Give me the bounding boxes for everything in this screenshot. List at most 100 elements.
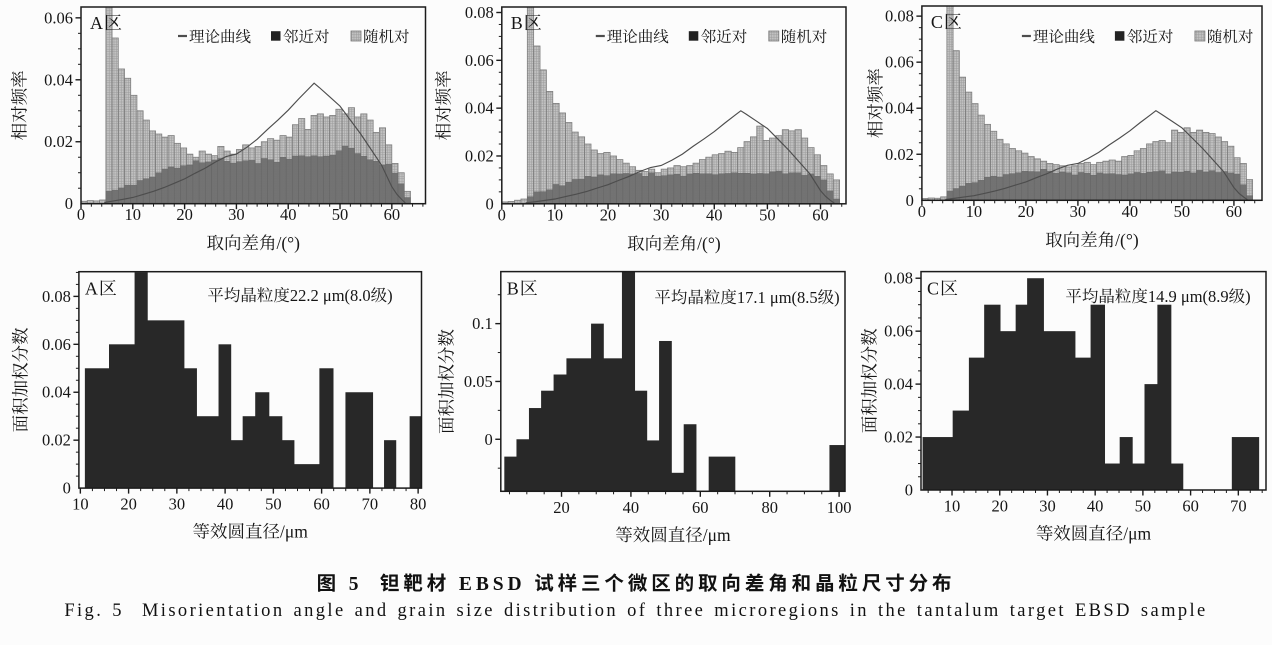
x-tick-label: 80	[410, 495, 427, 514]
bar	[659, 340, 672, 492]
series-邻近对-mis-A	[105, 145, 411, 204]
y-tick-label: 0	[485, 430, 493, 449]
bar	[782, 173, 789, 204]
plot-area-mis-C	[921, 6, 1254, 201]
bar	[1102, 173, 1110, 201]
y-tick-label: 0.08	[884, 269, 913, 288]
bar	[654, 175, 662, 204]
bar	[552, 184, 560, 204]
bar	[533, 45, 541, 204]
x-tick-label: 50	[759, 205, 776, 224]
bar	[977, 180, 985, 201]
theory-curve	[104, 82, 406, 204]
bar	[192, 160, 200, 204]
ticks-gs-C	[915, 277, 1263, 496]
panel-gs-B: 20 40 60 80 100 0 0.05 0.1 等效圆直径/μm 面积加权分数 B区 平均晶粒度…	[434, 270, 851, 547]
bar	[711, 174, 719, 204]
bar	[762, 173, 770, 204]
x-tick-label: 70	[362, 495, 379, 514]
x-tick-label: 20	[176, 205, 193, 224]
bar	[516, 439, 530, 492]
series-面积加权分数-gs-B	[504, 271, 845, 492]
bar	[147, 320, 185, 489]
bar	[1152, 171, 1160, 201]
bar	[671, 472, 685, 492]
bar	[984, 177, 991, 201]
x-tick-label: 60	[1226, 202, 1243, 221]
bar	[1115, 174, 1122, 201]
x-axis-title: 等效圆直径/μm	[1036, 521, 1152, 546]
x-tick-label: 10	[125, 205, 142, 224]
mean-grain-size-annotation: 平均晶粒度22.2 μm(8.0级)	[207, 282, 392, 306]
bar	[731, 172, 738, 204]
bar	[1133, 172, 1141, 201]
bar	[699, 173, 706, 204]
bar	[111, 189, 119, 204]
bar	[186, 164, 194, 204]
bar	[1246, 195, 1253, 201]
bar	[504, 456, 518, 492]
region-label: B区	[511, 9, 543, 35]
bar	[641, 176, 649, 204]
y-tick-label: 0	[905, 481, 913, 500]
bar	[590, 176, 598, 204]
bar	[1214, 172, 1222, 201]
bar	[539, 191, 547, 204]
bar	[360, 156, 368, 204]
bar	[124, 184, 131, 204]
x-tick-label: 30	[1039, 497, 1056, 516]
bar	[775, 170, 783, 204]
bar	[1108, 173, 1116, 201]
legend-random-label: 随机对	[363, 25, 410, 47]
bar	[597, 174, 604, 204]
legend-neighbor-label: 邻近对	[283, 25, 330, 47]
bar	[1165, 173, 1172, 201]
y-tick-label: 0.1	[472, 314, 493, 333]
x-tick-label: 20	[991, 497, 1008, 516]
bar	[292, 155, 299, 204]
bar	[1183, 170, 1191, 201]
y-tick-label: 0.08	[885, 7, 914, 26]
legend-curve-label: 理论曲线	[607, 25, 670, 47]
bar	[526, 7, 535, 204]
bar	[578, 178, 585, 204]
bar	[750, 173, 757, 204]
x-tick-label: 60	[313, 495, 330, 514]
bar	[591, 323, 604, 492]
y-tick-label: 0.05	[464, 372, 493, 391]
legend-neighbor-swatch	[1114, 31, 1125, 41]
bar	[705, 173, 713, 204]
bar	[1202, 171, 1210, 201]
bar	[922, 437, 954, 490]
panel-mis-B: 0 10 20 30 40 50 60 0 0.02 0.04 0.06 0.08 取向差角/(°) 相对…	[431, 3, 847, 255]
bar	[692, 172, 700, 204]
bar	[1208, 170, 1216, 201]
theory-curve	[945, 109, 1248, 201]
bar	[1077, 172, 1085, 201]
x-tick-label: 50	[1174, 202, 1191, 221]
bar	[999, 331, 1017, 490]
bar	[1233, 173, 1241, 201]
bar	[348, 148, 355, 204]
bar	[1083, 172, 1091, 201]
axes-frame	[501, 6, 847, 205]
bar	[756, 173, 764, 204]
bar	[990, 175, 997, 201]
y-tick-label: 0.02	[885, 145, 914, 164]
legend-curve-label: 理论曲线	[189, 25, 252, 47]
plot-area-gs-A	[84, 272, 422, 489]
region-label: B区	[507, 275, 539, 301]
bar	[946, 6, 954, 201]
bar	[794, 172, 802, 204]
bar	[634, 390, 648, 492]
bar	[255, 392, 270, 489]
legend-neighbor-label: 邻近对	[1127, 25, 1174, 47]
legend-neighbor-swatch	[271, 31, 281, 41]
bar	[354, 153, 361, 204]
bar	[743, 172, 751, 204]
bar	[196, 416, 220, 489]
plot-area-gs-B	[504, 271, 845, 492]
y-tick-label: 0.04	[44, 70, 73, 89]
